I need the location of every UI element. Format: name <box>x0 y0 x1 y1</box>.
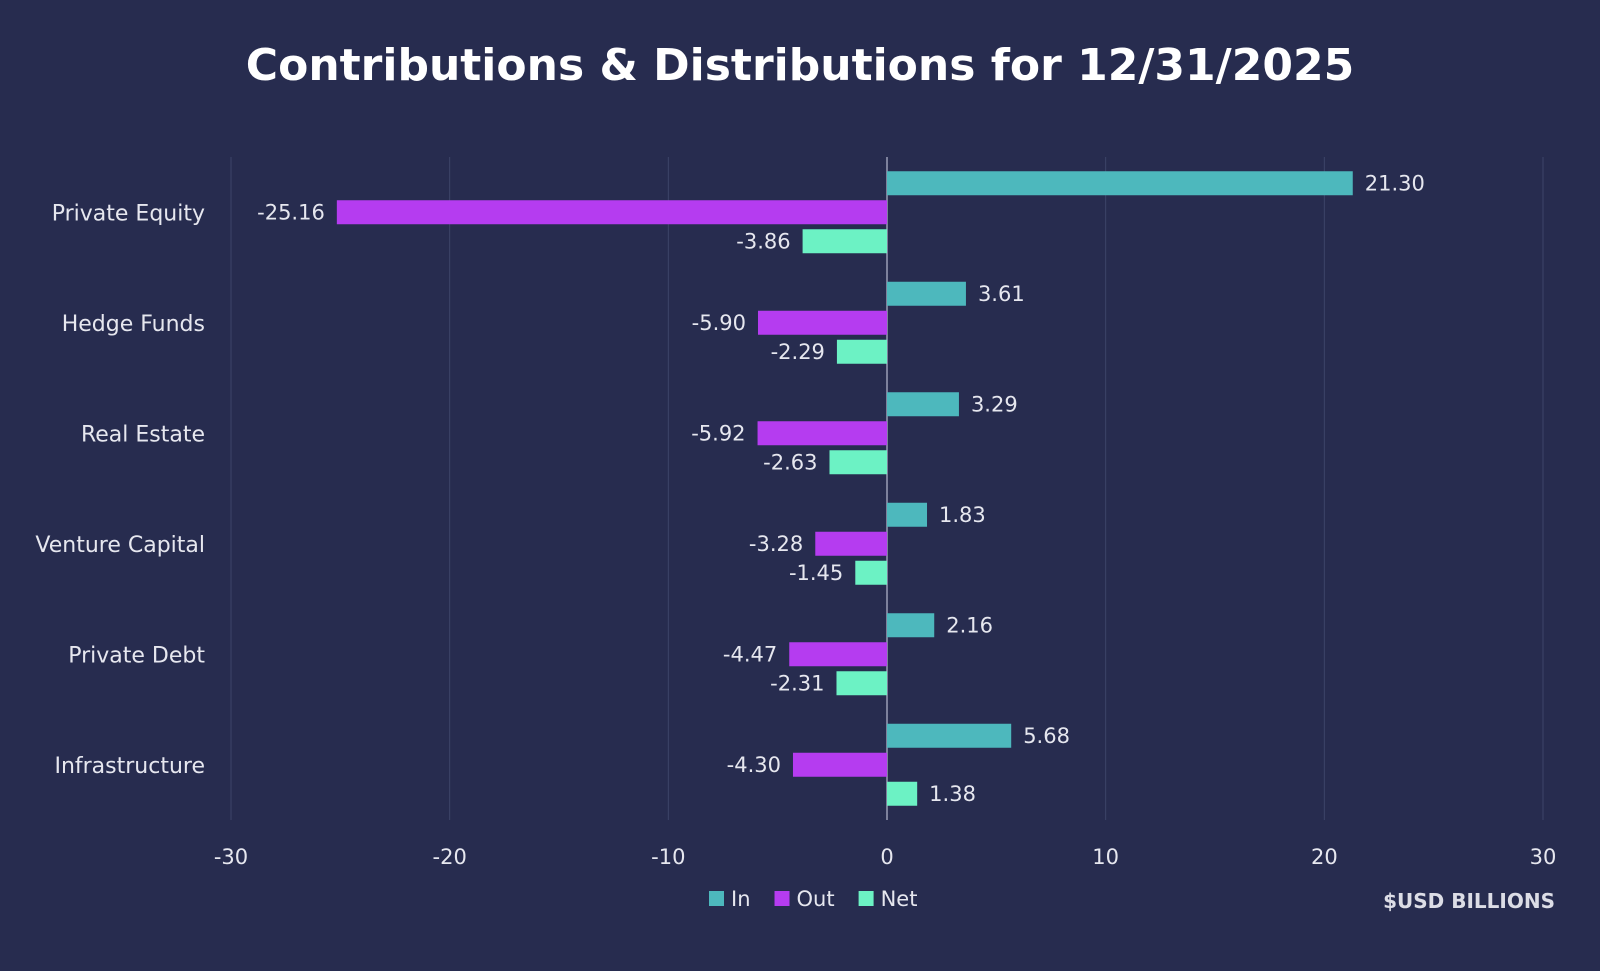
category-label: Hedge Funds <box>62 312 205 337</box>
bar-net <box>855 560 887 585</box>
bar-net <box>836 671 887 696</box>
x-tick-label: 10 <box>1092 845 1119 869</box>
legend-swatch-in <box>709 891 724 906</box>
x-tick-label: -20 <box>433 845 467 869</box>
data-label: -4.30 <box>727 753 781 777</box>
data-label: -4.47 <box>723 642 777 666</box>
data-label: -3.28 <box>749 532 803 556</box>
bar-in <box>887 613 935 638</box>
data-label: -2.31 <box>770 671 824 695</box>
x-tick-label: 0 <box>880 845 893 869</box>
bar-in <box>887 392 959 417</box>
legend: In Out Net <box>709 887 917 911</box>
bar-out <box>792 752 887 777</box>
bar-out <box>789 642 887 667</box>
data-label: 21.30 <box>1365 171 1425 195</box>
bar-in <box>887 171 1353 196</box>
grid <box>230 157 1544 820</box>
bar-in <box>887 281 966 306</box>
data-label: -5.92 <box>691 421 745 445</box>
bars: 21.30-25.16-3.863.61-5.90-2.293.29-5.92-… <box>257 171 1425 806</box>
x-tick-label: 30 <box>1530 845 1557 869</box>
category-label: Real Estate <box>81 422 205 447</box>
bar-out <box>757 421 887 446</box>
bar-out <box>815 531 887 556</box>
bar-net <box>836 339 887 364</box>
bar-net <box>829 450 887 475</box>
data-label: -5.90 <box>692 311 746 335</box>
data-label: -3.86 <box>736 229 790 253</box>
x-tick-label: 20 <box>1311 845 1338 869</box>
data-label: -2.29 <box>771 340 825 364</box>
legend-swatch-out <box>774 891 790 906</box>
bar-in <box>887 723 1012 748</box>
bar-net <box>802 229 887 254</box>
bar-out <box>757 310 887 335</box>
legend-label-net: Net <box>881 887 918 911</box>
category-label: Private Debt <box>68 643 205 668</box>
data-label: 1.83 <box>939 503 986 527</box>
data-label: -1.45 <box>789 561 843 585</box>
x-tick-labels: -30 -20 -10 0 10 20 30 <box>214 845 1557 869</box>
x-tick-label: -30 <box>214 845 248 869</box>
legend-label-in: In <box>731 887 751 911</box>
legend-label-out: Out <box>797 887 835 911</box>
data-label: 3.29 <box>971 392 1018 416</box>
data-label: 5.68 <box>1023 724 1070 748</box>
data-label: 3.61 <box>978 282 1025 306</box>
data-label: 2.16 <box>946 613 993 637</box>
bar-out <box>336 200 887 225</box>
data-label: -2.63 <box>763 450 817 474</box>
chart-title: Contributions & Distributions for 12/31/… <box>246 40 1354 91</box>
category-label: Venture Capital <box>35 533 205 558</box>
x-tick-label: -10 <box>651 845 685 869</box>
data-label: -25.16 <box>257 200 325 224</box>
category-label: Infrastructure <box>54 754 205 779</box>
category-label: Private Equity <box>52 201 205 226</box>
data-label: 1.38 <box>929 782 976 806</box>
bar-in <box>887 502 928 527</box>
legend-swatch-net <box>858 891 874 906</box>
category-labels: Private Equity Hedge Funds Real Estate Vent… <box>35 201 205 779</box>
bar-net <box>887 781 918 806</box>
unit-label: $USD BILLIONS <box>1383 889 1555 913</box>
